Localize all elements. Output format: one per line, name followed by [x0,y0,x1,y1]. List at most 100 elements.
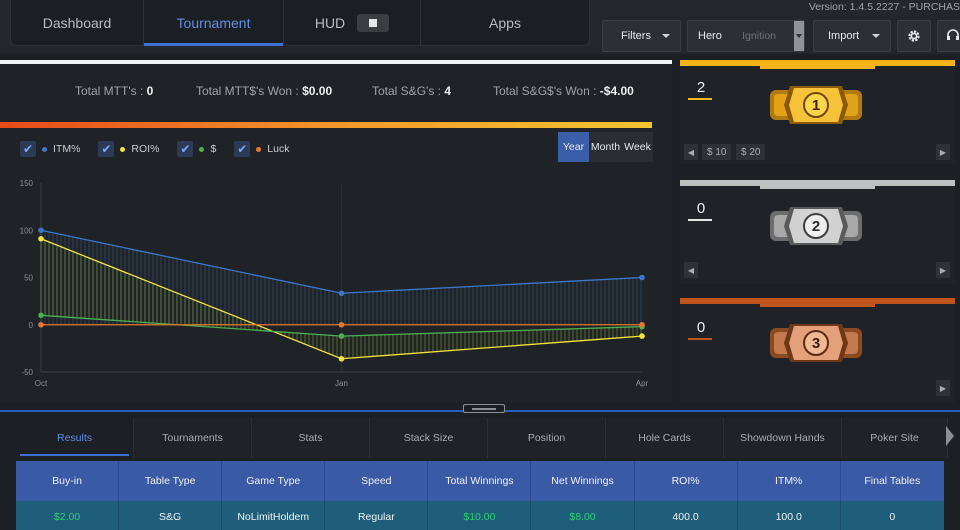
headset-icon [947,29,959,40]
col-buyin[interactable]: Buy-in [16,461,120,501]
legend-luck-label: Luck [267,143,290,155]
gold-ring-icon: 1 [770,86,862,124]
checkbox-icon[interactable]: ✔ [98,141,115,157]
cell-table-type: S&G [119,501,223,530]
itm-point [639,274,645,281]
hero-scroll-icon[interactable] [794,21,804,51]
total-mtt: Total MTT's : 0 [75,84,153,98]
luck-point [338,321,345,328]
col-total-winnings[interactable]: Total Winnings [428,461,532,501]
count-underline [688,219,712,221]
support-button[interactable] [937,20,960,52]
table-row[interactable]: $2.00 S&G NoLimitHoldem Regular $10.00 $… [16,501,944,530]
itm-point [338,290,345,297]
period-week-button[interactable]: Week [624,141,651,153]
col-game-type[interactable]: Game Type [222,461,326,501]
legend-dollar-label: $ [210,143,217,155]
tab-hud[interactable]: HUD [284,0,421,46]
bronze-ring-icon: 3 [770,324,862,362]
third-place-card: 0 3 ▶ [680,298,955,402]
total-mtt-label: Total MTT's : [75,84,144,98]
tab-stack-size[interactable]: Stack Size [370,418,488,458]
period-month-button[interactable]: Month [590,141,621,153]
hero-label: Hero [698,30,722,42]
hero-site-label: Ignition [742,30,776,42]
tab-tournaments[interactable]: Tournaments [134,418,252,458]
legend-dot [199,146,205,152]
prev-arrow-button[interactable]: ◀ [684,144,698,160]
filters-label: Filters [621,30,651,42]
legend-dot [120,146,126,152]
roi-point [338,355,345,362]
import-label: Import [828,30,860,42]
tab-hole-cards[interactable]: Hole Cards [606,418,724,458]
period-selector: Year Month Week [558,132,653,162]
tab-tournament-label: Tournament [176,15,251,31]
cell-final-tables: 0 [889,511,896,523]
total-mtt-value: 0 [146,84,154,98]
chart-legend: ✔ ITM% ✔ ROI% ✔ $ ✔ Luck [20,138,289,160]
import-dropdown[interactable]: Import [813,20,891,52]
performance-chart: 150 100 50 0 -50 Oct Jan Apr [0,175,672,400]
col-table-type[interactable]: Table Type [119,461,223,501]
cell-itm: 100.0 [738,501,841,530]
y-tick-label: 150 [20,179,34,188]
buyin-chip-20[interactable]: $ 20 [736,144,766,160]
tab-dashboard[interactable]: Dashboard [11,0,144,46]
legend-dollar[interactable]: ✔ $ [177,138,216,160]
dollar-point [38,312,44,319]
gear-icon [908,30,920,42]
tab-position[interactable]: Position [488,418,606,458]
next-arrow-button[interactable]: ▶ [936,380,950,396]
tab-apps[interactable]: Apps [421,0,589,46]
settings-button[interactable] [897,20,931,52]
period-year-button[interactable]: Year [558,132,589,162]
tabs-next-arrow-icon[interactable] [946,426,954,446]
prev-arrow-button[interactable]: ◀ [684,262,698,278]
total-sng-label: Total S&G's : [372,84,441,98]
col-speed[interactable]: Speed [325,461,429,501]
buyin-chip-10[interactable]: $ 10 [702,144,732,160]
col-itm[interactable]: ITM% [738,461,841,501]
splitter-handle[interactable] [463,404,505,413]
hero-select[interactable]: Hero Ignition [687,20,805,52]
col-roi[interactable]: ROI% [635,461,738,501]
y-tick-label: -50 [21,368,33,377]
total-sng-won-value: -$4.00 [599,84,634,98]
legend-dot [256,146,262,152]
tab-tournament[interactable]: Tournament [144,0,284,46]
first-place-rank: 1 [812,97,820,114]
gradient-divider [0,122,652,128]
legend-luck[interactable]: ✔ Luck [234,138,289,160]
second-place-rank: 2 [812,218,820,235]
checkbox-icon[interactable]: ✔ [177,141,194,157]
checkbox-icon[interactable]: ✔ [234,141,251,157]
second-place-count: 0 [696,200,706,217]
legend-roi[interactable]: ✔ ROI% [98,138,159,160]
silver-tab [760,186,875,189]
results-table: Buy-in Table Type Game Type Speed Total … [16,461,944,530]
version-text: Version: 1.4.5.2227 - PURCHAS [808,1,960,13]
itm-point [38,227,44,234]
next-arrow-button[interactable]: ▶ [936,144,950,160]
count-underline [688,338,712,340]
tab-poker-site[interactable]: Poker Site [842,418,948,458]
luck-point [639,321,645,328]
next-arrow-button[interactable]: ▶ [936,262,950,278]
tab-hud-label: HUD [314,15,346,31]
hud-toggle[interactable] [357,14,390,32]
tab-stats[interactable]: Stats [252,418,370,458]
legend-itm[interactable]: ✔ ITM% [20,138,80,160]
bronze-tab [760,304,875,307]
total-sng-won-label: Total S&G$'s Won : [493,84,597,98]
tab-showdown-hands[interactable]: Showdown Hands [724,418,842,458]
col-final-tables[interactable]: Final Tables [864,475,921,487]
y-tick-label: 100 [20,226,34,235]
tab-apps-label: Apps [489,15,521,31]
filters-dropdown[interactable]: Filters [602,20,681,52]
totals-row: Total MTT's : 0 Total MTT$'s Won : $0.00… [0,84,672,100]
checkbox-icon[interactable]: ✔ [20,141,36,157]
col-net-winnings[interactable]: Net Winnings [531,461,635,501]
tab-results[interactable]: Results [16,418,134,458]
